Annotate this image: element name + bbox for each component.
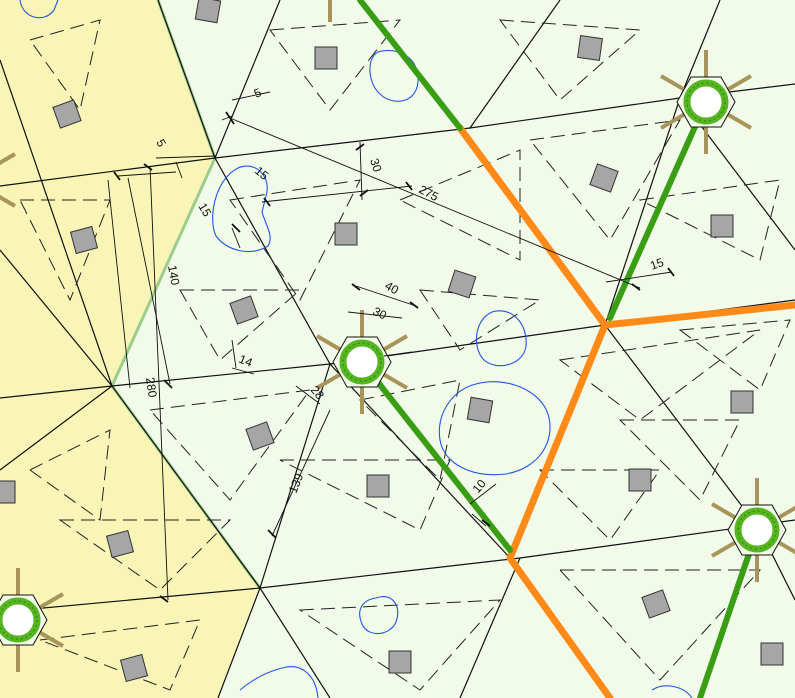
tile-inner-triangle: [558, 569, 762, 681]
tile-inner-triangle: [538, 469, 661, 541]
orange-path: [601, 301, 795, 329]
green-path: [697, 527, 760, 698]
dimension-ticks: [113, 111, 675, 603]
paver-square-icon: [466, 396, 494, 424]
dimension-label: 15: [195, 201, 214, 220]
zone-edge: [110, 157, 217, 387]
water-outline: [212, 165, 271, 252]
paver-square-icon: [447, 269, 477, 299]
water-outline: [438, 381, 551, 476]
paver-square-icon: [0, 480, 16, 504]
tile-inner-triangle: [39, 619, 201, 691]
paver-square-icon: [710, 214, 734, 238]
dimension-label: 5: [252, 85, 264, 101]
dimension-label: 30: [371, 304, 389, 323]
paver-square-icon: [69, 225, 99, 255]
dimension-lines: [107, 91, 673, 601]
paver-square-icon: [641, 589, 671, 619]
paver-square-icon: [229, 295, 259, 325]
dimension-label: 15: [648, 255, 666, 273]
paver-square-icon: [245, 421, 275, 451]
tile-inner-triangle: [19, 199, 111, 302]
tile-inner-triangle: [398, 149, 521, 261]
orange-path: [456, 124, 614, 698]
paths: [357, 0, 795, 698]
tile-inner-triangle: [229, 179, 361, 301]
dimension-label: 40: [383, 278, 402, 297]
paver-square-icon: [589, 163, 619, 193]
water-outline: [359, 596, 399, 635]
tile-inner-triangle: [58, 519, 232, 591]
dimension-label: 30: [367, 157, 385, 174]
tile-inner-triangle: [298, 599, 502, 691]
paver-square-icon: [730, 390, 754, 414]
dimension-label: 14: [237, 352, 255, 370]
tile-inner-triangle: [269, 19, 402, 111]
tile-inner-triangle: [498, 19, 642, 101]
dimension-label: 280: [143, 376, 160, 398]
paver-square-icon: [194, 0, 222, 24]
paver-square-icon: [577, 35, 603, 61]
water-outline: [475, 310, 527, 367]
paver-square-icon: [105, 529, 135, 559]
water-outline: [239, 666, 319, 698]
paver-square-icon: [314, 46, 338, 70]
tile-inner-triangle: [148, 389, 312, 501]
paver-square-icon: [52, 99, 82, 129]
water-outline: [651, 685, 693, 698]
tile-inner-triangle: [529, 119, 681, 241]
tile-inner-triangle: [29, 429, 111, 521]
paver-square-icon: [334, 222, 358, 246]
tile-inner-triangle: [279, 459, 451, 531]
paver-squares: [0, 0, 784, 683]
tile-inner-triangle: [29, 19, 101, 112]
paver-square-icon: [760, 642, 784, 666]
paver-square-icon: [119, 653, 149, 683]
tile-inner-triangle: [638, 179, 781, 261]
green-path: [359, 359, 513, 553]
highlight-zone-upper: [0, 0, 215, 398]
tile-inner-triangle: [678, 319, 791, 391]
paver-square-icon: [388, 650, 412, 674]
green-path: [357, 0, 463, 131]
tile-inner-triangle: [179, 289, 302, 361]
tile-inner-triangle: [358, 379, 461, 482]
paver-square-icon: [366, 474, 390, 498]
dimension-label: 140: [165, 264, 182, 286]
tile-inner-pattern: [19, 19, 791, 691]
tile-inner-triangle: [558, 329, 761, 421]
water-outline: [19, 0, 59, 19]
paver-square-icon: [628, 468, 652, 492]
